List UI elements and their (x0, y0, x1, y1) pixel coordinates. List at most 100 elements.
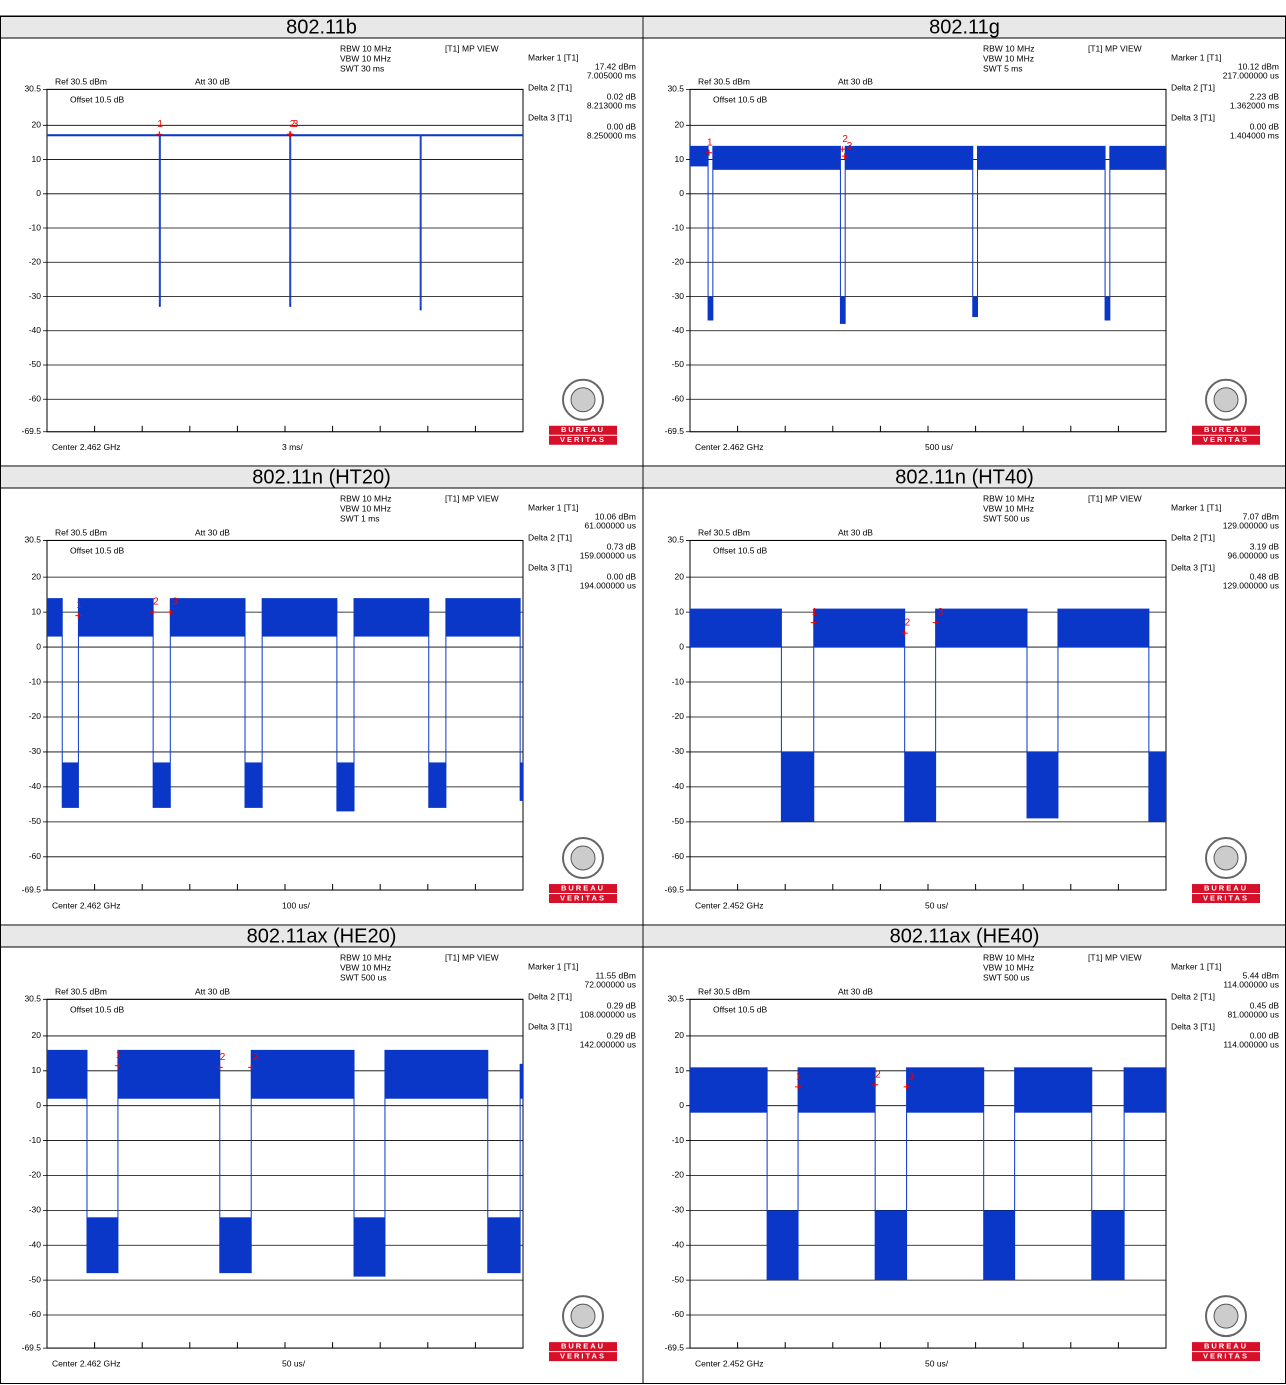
panel-title: 802.11b (286, 16, 357, 38)
y-tick-label: -30 (672, 1205, 685, 1215)
trace-band (767, 1210, 799, 1281)
marker-time: 8.213000 ms (587, 100, 636, 110)
marker-level: 2.23 dB (1250, 91, 1280, 101)
offset: Offset 10.5 dB (713, 546, 768, 556)
vbw: VBW 10 MHz (983, 53, 1034, 63)
marker-level: 5.44 dBm (1243, 970, 1279, 980)
y-tick-label: -30 (29, 1205, 42, 1215)
marker-cross (903, 1083, 910, 1090)
y-tick-label: -40 (672, 781, 685, 791)
y-tick-label: 20 (32, 571, 42, 581)
y-tick-label: -60 (672, 851, 685, 861)
marker-label: 3 (293, 119, 299, 130)
marker-cross (156, 131, 163, 138)
center-frequency: Center 2.462 GHz (52, 1358, 121, 1368)
trace-band (520, 762, 523, 801)
ref-level: Ref 30.5 dBm (698, 528, 750, 538)
marker-name: Delta 3 [T1] (528, 1021, 572, 1031)
swt: SWT 1 ms (340, 513, 380, 523)
marker-level: 0.48 dB (1250, 571, 1280, 581)
rbw: RBW 10 MHz (983, 952, 1034, 962)
rbw: RBW 10 MHz (983, 493, 1034, 503)
panel-title: 802.11g (929, 16, 1000, 38)
y-tick-label: -69.5 (665, 884, 685, 894)
logo-bottom-bg (1192, 1352, 1260, 1362)
marker-name: Marker 1 [T1] (1171, 52, 1222, 62)
logo-top-bg (1192, 425, 1260, 435)
marker-label: 3 (938, 607, 944, 618)
logo-bottom: VERITAS (1203, 894, 1249, 903)
plot-frame (689, 539, 1167, 891)
marker-time: 114.000000 us (1223, 1039, 1279, 1049)
y-tick-label: -50 (29, 359, 42, 369)
y-tick-label: -69.5 (665, 426, 685, 436)
marker-label: 2 (290, 119, 296, 130)
plot-frame (46, 88, 524, 433)
marker-label: 1 (707, 137, 713, 148)
y-tick-label: 20 (32, 120, 42, 130)
y-tick-label: -50 (29, 816, 42, 826)
y-tick-label: -69.5 (22, 1342, 42, 1352)
y-tick-label: -60 (29, 393, 42, 403)
time-per-div: 50 us/ (925, 1358, 949, 1368)
trace-band (445, 598, 521, 637)
marker-label: 3 (253, 1052, 259, 1063)
time-per-div: 50 us/ (925, 900, 949, 910)
logo-top: BUREAU (561, 1342, 605, 1351)
trace-band (62, 762, 79, 808)
plot-frame (689, 88, 1167, 433)
y-tick-label: -50 (672, 1274, 685, 1284)
panel-header-bg (1, 17, 642, 38)
marker-level: 3.19 dB (1250, 541, 1280, 551)
view-mode: [T1] MP VIEW (445, 43, 499, 53)
marker-level: 0.29 dB (607, 1030, 637, 1040)
marker-time: 129.000000 us (1223, 520, 1279, 530)
marker-name: Delta 2 [T1] (528, 532, 572, 542)
trace-band (170, 598, 246, 637)
y-tick-label: -30 (29, 291, 42, 301)
trace-band (245, 762, 263, 808)
y-tick-label: -20 (672, 1170, 685, 1180)
vbw: VBW 10 MHz (340, 503, 391, 513)
y-tick-label: -50 (672, 359, 685, 369)
marker-cross (901, 630, 908, 637)
logo-seal-inner (570, 1303, 596, 1329)
marker-label: 1 (157, 119, 163, 130)
trace-band (384, 1049, 488, 1099)
marker-cross (75, 612, 82, 619)
y-tick-label: 20 (675, 120, 685, 130)
y-tick-label: 20 (675, 571, 685, 581)
trace-band (86, 1217, 118, 1274)
y-tick-label: -10 (29, 1135, 42, 1145)
logo-top: BUREAU (1204, 1342, 1248, 1351)
panel-title: 802.11ax (HE40) (890, 925, 1040, 947)
marker-level: 0.02 dB (607, 91, 637, 101)
y-tick-label: -40 (29, 781, 42, 791)
marker-label: 2 (842, 134, 848, 145)
trace-band (262, 598, 337, 637)
trace-band (160, 134, 290, 137)
y-tick-label: -30 (672, 746, 685, 756)
y-tick-label: -20 (29, 257, 42, 267)
marker-name: Delta 3 [T1] (528, 112, 572, 122)
marker-time: 96.000000 us (1227, 550, 1279, 560)
panel-title: 802.11ax (HE20) (247, 925, 397, 947)
marker-label: 3 (847, 141, 853, 152)
y-tick-label: 10 (675, 1065, 685, 1075)
trace-band (290, 134, 421, 137)
vbw: VBW 10 MHz (340, 53, 391, 63)
marker-cross (795, 1083, 802, 1090)
y-tick-label: -10 (672, 1135, 685, 1145)
y-tick-label: -20 (672, 257, 685, 267)
view-mode: [T1] MP VIEW (1088, 952, 1142, 962)
trace-band (798, 1067, 876, 1113)
marker-name: Delta 2 [T1] (528, 991, 572, 1001)
marker-level: 0.00 dB (1250, 1030, 1280, 1040)
y-tick-label: -40 (29, 325, 42, 335)
view-mode: [T1] MP VIEW (1088, 493, 1142, 503)
time-per-div: 50 us/ (282, 1358, 306, 1368)
y-tick-label: 30.5 (667, 535, 684, 545)
rbw: RBW 10 MHz (340, 493, 391, 503)
logo-top-bg (549, 1342, 617, 1352)
trace-band (875, 1210, 907, 1281)
